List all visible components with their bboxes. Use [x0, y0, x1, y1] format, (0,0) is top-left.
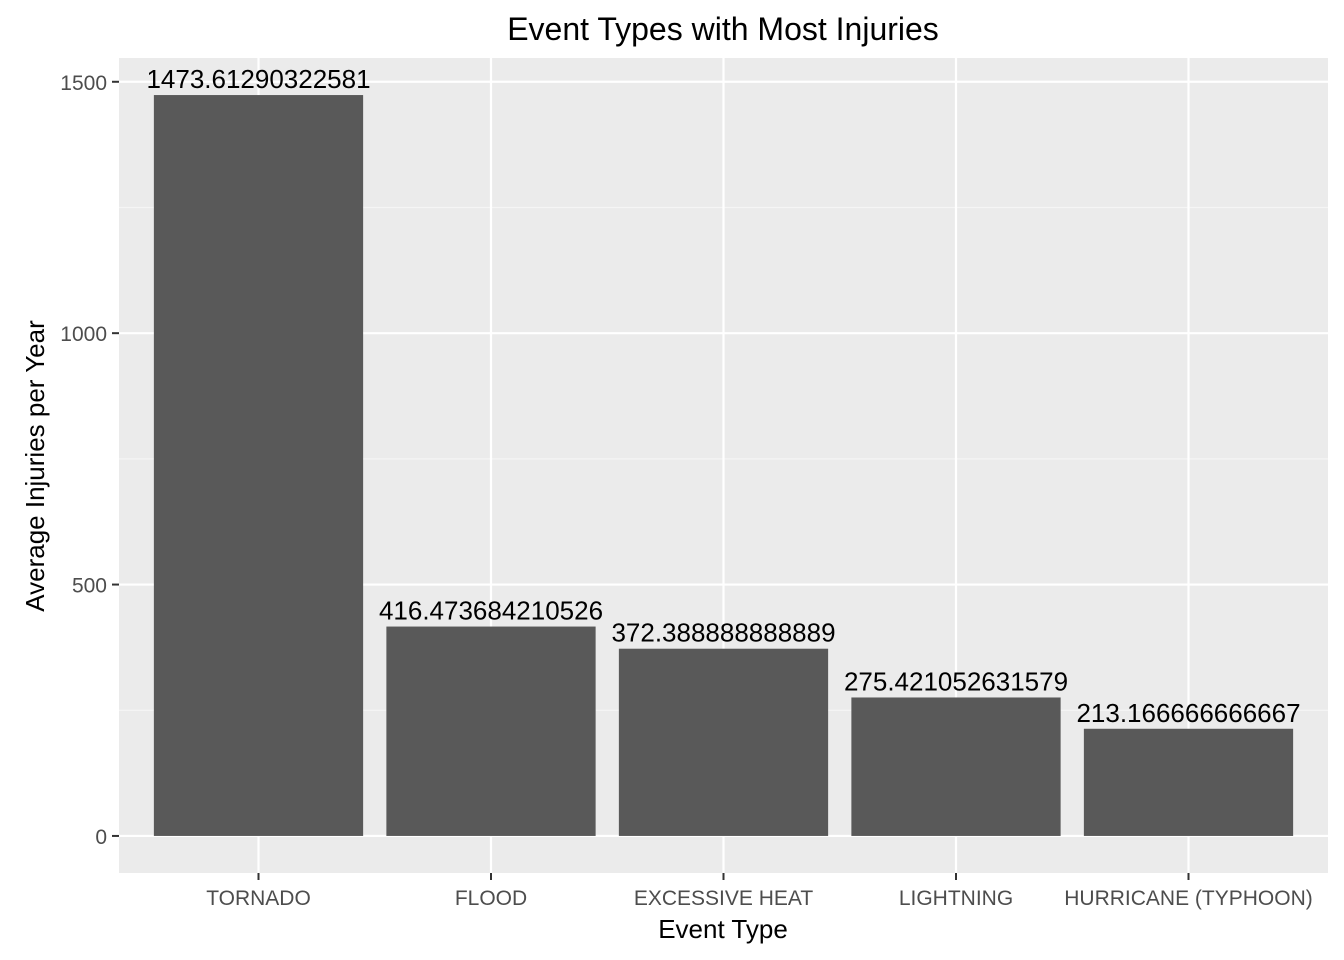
bar [386, 626, 596, 836]
chart-title: Event Types with Most Injuries [507, 11, 939, 47]
x-tick-label: HURRICANE (TYPHOON) [1064, 887, 1313, 910]
x-axis: TORNADO FLOOD EXCESSIVE HEAT LIGHTNING HURRI… [206, 873, 1313, 910]
y-tick-label: 1000 [60, 323, 107, 346]
data-label: 1473.61290322581 [146, 64, 370, 94]
x-tick-label: TORNADO [206, 887, 311, 910]
y-tick-label: 500 [72, 575, 107, 598]
data-labels: 1473.61290322581 416.473684210526 372.3888… [146, 64, 1300, 728]
bar [153, 95, 364, 836]
data-label: 416.473684210526 [379, 596, 603, 626]
x-tick-label: LIGHTNING [899, 887, 1013, 910]
data-label: 372.388888888889 [611, 618, 835, 648]
x-axis-title: Event Type [658, 914, 788, 944]
x-tick-label: EXCESSIVE HEAT [634, 887, 814, 910]
x-tick-label: FLOOD [455, 887, 527, 910]
y-tick-label: 1500 [60, 72, 107, 95]
bars [153, 95, 1294, 836]
bar [851, 697, 1061, 836]
y-axis-title: Average Injuries per Year [20, 320, 50, 612]
y-axis: 0 500 1000 1500 [60, 72, 119, 849]
data-label: 213.166666666667 [1076, 698, 1300, 728]
bar [618, 648, 829, 836]
data-label: 275.421052631579 [844, 666, 1068, 696]
bar [1083, 728, 1294, 836]
y-tick-label: 0 [95, 826, 107, 849]
